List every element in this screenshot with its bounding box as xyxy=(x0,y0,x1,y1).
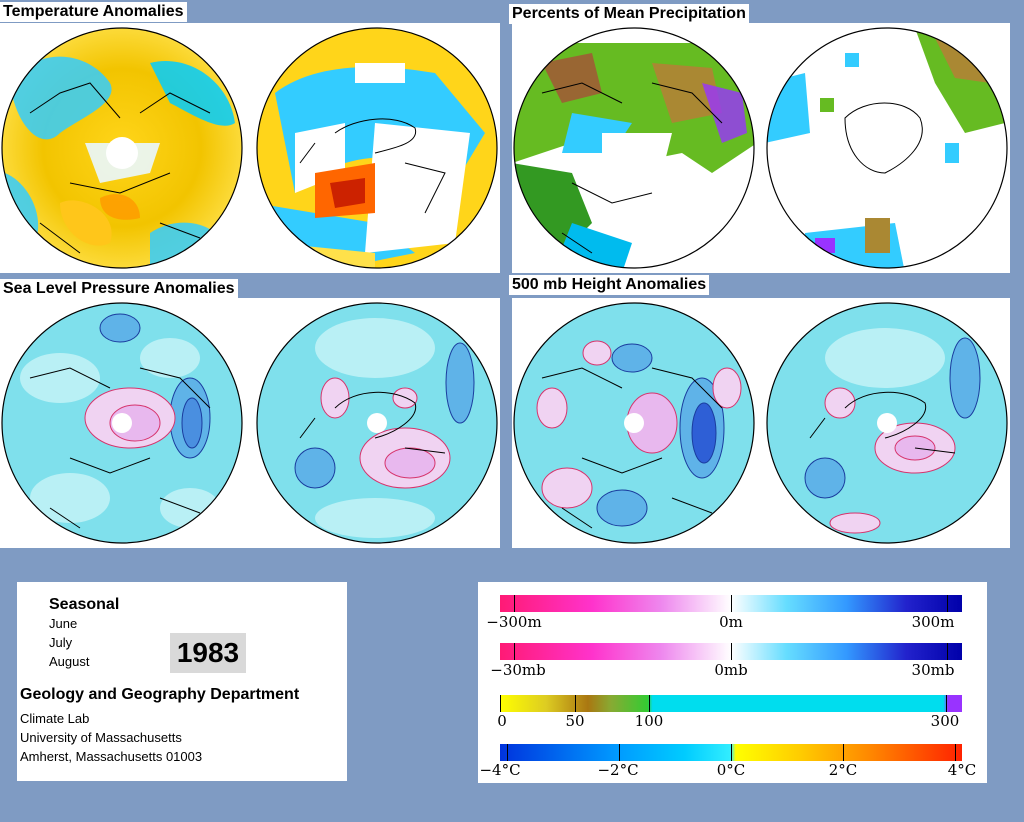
department-name: Geology and Geography Department xyxy=(20,686,300,703)
pressure-colorbar xyxy=(500,643,962,660)
temperature-title: Temperature Anomalies xyxy=(0,2,187,22)
height-label-max: 300m xyxy=(911,613,955,631)
precip-label-50: 50 xyxy=(565,712,585,730)
month-june: June xyxy=(49,616,78,631)
info-box: Seasonal June July August 1983 Geology a… xyxy=(17,582,347,781)
season-label: Seasonal xyxy=(49,596,120,613)
year-label: 1983 xyxy=(170,633,246,673)
height-title: 500 mb Height Anomalies xyxy=(509,275,710,295)
temperature-globe-north xyxy=(1,27,243,269)
legend-box: −300m 0m 300m −30mb 0mb 30mb 0 50 100 30… xyxy=(478,582,987,783)
height-globe-north xyxy=(513,302,755,544)
height-label-mid: 0m xyxy=(719,613,743,631)
month-july: July xyxy=(49,635,73,650)
height-label-min: −300m xyxy=(486,613,542,631)
temperature-globe-south xyxy=(256,27,498,269)
university-name: University of Massachusetts xyxy=(20,730,182,745)
pressure-label-mid: 0mb xyxy=(714,661,748,679)
temperature-colorbar xyxy=(500,744,962,761)
temp-label-neg2: −2°C xyxy=(597,761,639,779)
temp-label-neg4: −4°C xyxy=(479,761,521,779)
temp-label-0: 0°C xyxy=(716,761,746,779)
temperature-panel xyxy=(0,23,500,273)
precip-label-100: 100 xyxy=(634,712,664,730)
precip-label-0: 0 xyxy=(497,712,507,730)
lab-name: Climate Lab xyxy=(20,711,90,726)
pressure-label-min: −30mb xyxy=(490,661,546,679)
month-august: August xyxy=(49,654,90,669)
slp-globe-south xyxy=(256,302,498,544)
precip-label-300: 300 xyxy=(930,712,960,730)
city-address: Amherst, Massachusetts 01003 xyxy=(20,749,203,764)
slp-title: Sea Level Pressure Anomalies xyxy=(0,279,238,299)
precipitation-globe-south xyxy=(766,27,1008,269)
precipitation-globe-north xyxy=(513,27,755,269)
height-panel xyxy=(512,298,1010,548)
height-globe-south xyxy=(766,302,1008,544)
temp-label-4: 4°C xyxy=(947,761,977,779)
temp-label-2: 2°C xyxy=(828,761,858,779)
slp-panel xyxy=(0,298,500,548)
height-colorbar xyxy=(500,595,962,612)
precipitation-colorbar xyxy=(500,695,962,712)
slp-globe-north xyxy=(1,302,243,544)
pressure-label-max: 30mb xyxy=(911,661,955,679)
precipitation-title: Percents of Mean Precipitation xyxy=(509,4,749,24)
precipitation-panel xyxy=(512,23,1010,273)
